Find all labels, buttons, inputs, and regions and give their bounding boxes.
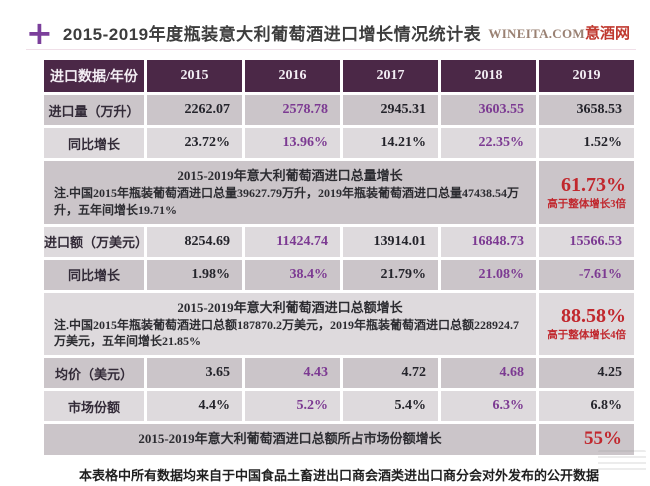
table-row: 进口量（万升） 2262.07 2578.78 2945.31 3603.55 3658.…	[44, 95, 634, 125]
value-cell: 3658.53	[539, 95, 634, 125]
highlight-percentage: 61.73%	[561, 173, 626, 196]
corner-header-cell: 进口数据/年份	[44, 60, 144, 92]
table-row: 同比增长 1.98% 38.4% 21.79% 21.08% -7.61%	[44, 259, 634, 290]
value-cell: 21.79%	[343, 259, 438, 290]
table-row: 2015-2019年意大利葡萄酒进口总量增长注.中国2015年瓶装葡萄酒进口总量…	[44, 161, 634, 224]
table-header-row: 进口数据/年份 2015 2016 2017 2018 2019	[44, 60, 634, 92]
logo-yijiu-text: 意酒网	[584, 25, 630, 42]
value-cell: 6.8%	[539, 391, 634, 422]
highlight-cell: 88.58% 高于整体增长4倍	[539, 292, 634, 356]
value-cell: 2945.31	[343, 95, 438, 125]
table-row: 均价（美元） 3.65 4.43 4.72 4.68 4.25	[44, 358, 634, 389]
section-title: 2015-2019年意大利葡萄酒进口总额所占市场份额增长	[138, 431, 442, 447]
row-label-cell: 进口量（万升）	[44, 95, 144, 125]
row-label-cell: 均价（美元）	[44, 358, 144, 389]
table-row: 2015-2019年意大利葡萄酒进口总额所占市场份额增长 55%	[44, 424, 634, 456]
value-cell: 23.72%	[147, 128, 242, 158]
highlight-caption: 高于整体增长3倍	[547, 198, 626, 210]
section-note-text: 注.中国2015年瓶装葡萄酒进口总额187870.2万美元，2019年瓶装葡萄酒…	[54, 317, 520, 349]
value-cell: 16848.73	[441, 226, 536, 257]
row-label-cell: 同比增长	[44, 259, 144, 290]
data-source-note: 本表格中所有数据均来自于中国食品土畜进出口商会酒类进出口商分会对外发布的公开数据	[78, 468, 599, 484]
value-cell: 15566.53	[539, 226, 634, 257]
value-cell: 6.3%	[441, 391, 536, 422]
section-merged-cell: 2015-2019年意大利葡萄酒进口总额所占市场份额增长	[44, 424, 536, 456]
year-header-cell: 2017	[343, 60, 438, 92]
value-cell: 1.52%	[539, 128, 634, 158]
value-cell: 4.25	[539, 358, 634, 389]
value-cell: 8254.69	[147, 226, 242, 257]
row-label-cell: 市场份额	[44, 391, 144, 422]
section-merged-cell: 2015-2019年意大利葡萄酒进口总额增长注.中国2015年瓶装葡萄酒进口总额…	[44, 292, 536, 356]
section-title: 2015-2019年意大利葡萄酒进口总额增长	[177, 299, 403, 315]
value-cell: 14.21%	[343, 128, 438, 158]
row-label-cell: 同比增长	[44, 128, 144, 158]
year-header-cell: 2018	[441, 60, 536, 92]
value-cell: 2262.07	[147, 95, 242, 125]
highlight-percentage: 88.58%	[561, 305, 626, 328]
page-title: 2015-2019年度瓶装意大利葡萄酒进口增长情况统计表	[62, 25, 482, 44]
value-cell: 4.68	[441, 358, 536, 389]
value-cell: 3603.55	[441, 95, 536, 125]
title-bar: + 2015-2019年度瓶装意大利葡萄酒进口增长情况统计表 WINEITA.C…	[26, 16, 636, 50]
table-row: 市场份额 4.4% 5.2% 5.4% 6.3% 6.8%	[44, 391, 634, 422]
value-cell: 3.65	[147, 358, 242, 389]
value-cell: 5.4%	[343, 391, 438, 422]
value-cell: 13914.01	[343, 226, 438, 257]
value-cell: 2578.78	[245, 95, 340, 125]
highlight-cell: 55%	[539, 424, 634, 456]
value-cell: 38.4%	[245, 259, 340, 290]
table-row: 2015-2019年意大利葡萄酒进口总额增长注.中国2015年瓶装葡萄酒进口总额…	[44, 292, 634, 356]
value-cell: 5.2%	[245, 391, 340, 422]
value-cell: 1.98%	[147, 259, 242, 290]
section-merged-cell: 2015-2019年意大利葡萄酒进口总量增长注.中国2015年瓶装葡萄酒进口总量…	[44, 161, 536, 224]
value-cell: 4.43	[245, 358, 340, 389]
year-header-cell: 2016	[245, 60, 340, 92]
section-title: 2015-2019年意大利葡萄酒进口总量增长	[177, 168, 403, 183]
section-note-text: 注.中国2015年瓶装葡萄酒进口总量39627.79万升，2019年瓶装葡萄酒进…	[54, 186, 520, 217]
value-cell: 4.72	[343, 358, 438, 389]
import-stats-table: 进口数据/年份 2015 2016 2017 2018 2019 进口量（万升） 2262.…	[41, 57, 637, 458]
value-cell: 4.4%	[147, 391, 242, 422]
year-header-cell: 2019	[539, 60, 634, 92]
value-cell: 22.35%	[441, 128, 536, 158]
value-cell: 13.96%	[245, 128, 340, 158]
watermark	[598, 450, 646, 474]
row-label-cell: 进口额（万美元）	[44, 226, 148, 257]
logo-wineita-text: WINEITA.COM	[488, 26, 585, 41]
highlight-cell: 61.73% 高于整体增长3倍	[539, 161, 634, 224]
value-cell: 21.08%	[441, 259, 536, 290]
table-row: 进口额（万美元） 8254.69 11424.74 13914.01 16848.73 1…	[44, 226, 634, 257]
value-cell: 11424.74	[245, 226, 340, 257]
value-cell: -7.61%	[539, 259, 634, 290]
plus-icon: +	[26, 13, 53, 52]
highlight-percentage: 55%	[584, 428, 622, 450]
site-logo: WINEITA.COM 意酒网	[488, 22, 630, 43]
table-row: 同比增长 23.72% 13.96% 14.21% 22.35% 1.52%	[44, 128, 634, 158]
year-header-cell: 2015	[147, 60, 242, 92]
highlight-caption: 高于整体增长4倍	[547, 330, 626, 342]
